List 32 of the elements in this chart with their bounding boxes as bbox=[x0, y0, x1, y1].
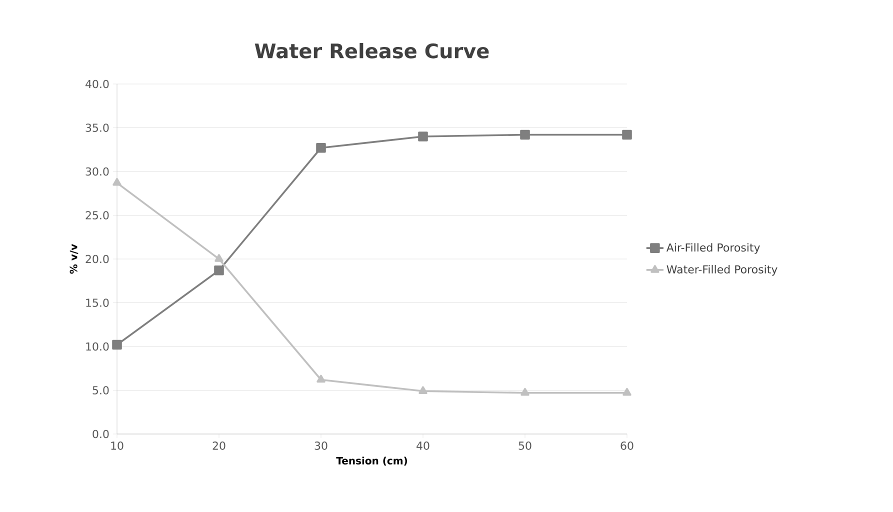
x-tick-label: 10 bbox=[111, 442, 124, 450]
point bbox=[520, 388, 530, 396]
y-axis-title: % v/v bbox=[70, 244, 78, 274]
x-axis-title: Tension (cm) bbox=[336, 456, 408, 466]
y-tick-label: 30.0 bbox=[86, 167, 109, 176]
x-tick-label: 30 bbox=[314, 442, 328, 450]
y-tick-label: 5.0 bbox=[92, 386, 109, 394]
y-tick-label: 35.0 bbox=[86, 124, 109, 132]
legend-label: Water-Filled Porosity bbox=[666, 265, 778, 276]
x-tick-label: 50 bbox=[518, 442, 532, 450]
point bbox=[622, 388, 632, 396]
point bbox=[112, 178, 122, 186]
y-tick-label: 20.0 bbox=[86, 254, 109, 264]
y-tick-label: 25.0 bbox=[86, 211, 109, 220]
y-tick-label: 40.0 bbox=[86, 80, 109, 88]
point bbox=[214, 265, 224, 276]
point bbox=[214, 254, 224, 262]
x-tick-label: 40 bbox=[416, 442, 430, 450]
y-tick-label: 10.0 bbox=[86, 342, 109, 351]
point bbox=[418, 386, 428, 394]
x-tick-label: 60 bbox=[620, 442, 634, 450]
point bbox=[112, 340, 122, 350]
point bbox=[622, 130, 632, 140]
point bbox=[418, 132, 428, 142]
y-tick-label: 15.0 bbox=[86, 298, 109, 307]
y-tick-label: 0.0 bbox=[92, 430, 109, 438]
point bbox=[520, 130, 530, 140]
point bbox=[316, 142, 326, 153]
x-tick-label: 20 bbox=[212, 442, 226, 450]
legend-label: Air-Filled Porosity bbox=[666, 243, 760, 254]
chart-title: Water Release Curve bbox=[254, 42, 489, 58]
point bbox=[316, 374, 326, 383]
